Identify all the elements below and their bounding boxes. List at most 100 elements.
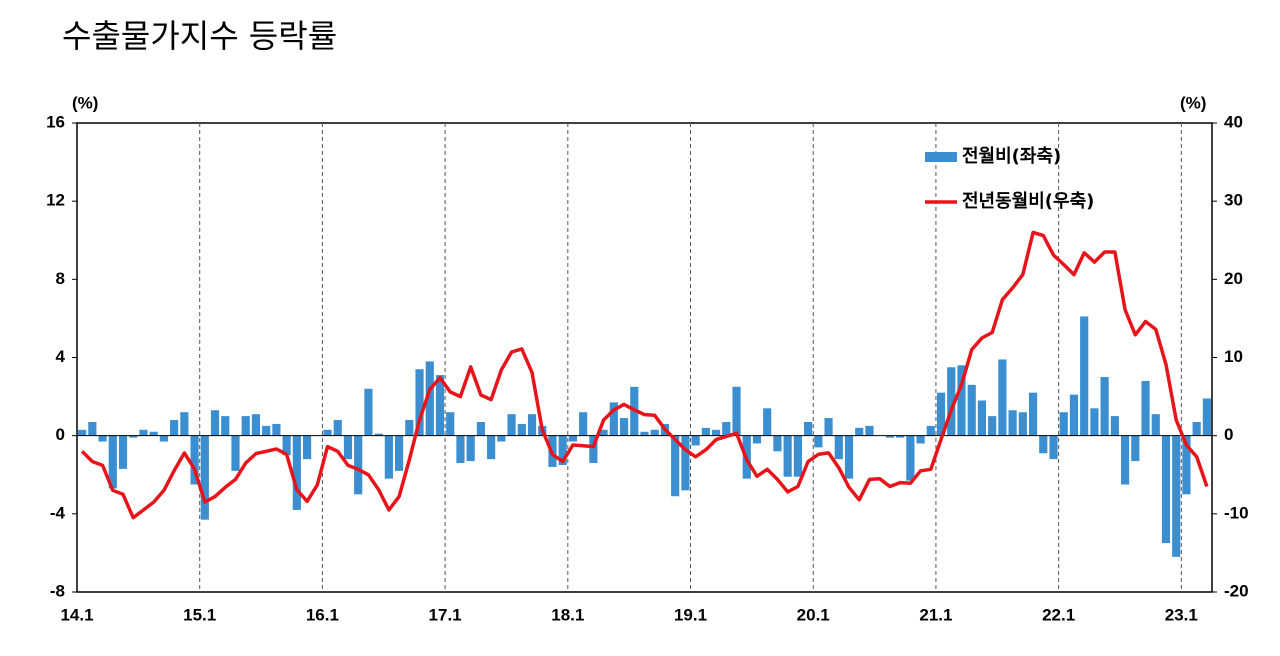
bar [1202, 398, 1211, 436]
bar [262, 425, 271, 436]
bar [364, 388, 373, 436]
x-tick-label: 15.1 [183, 605, 216, 624]
bar [844, 435, 854, 479]
bar [793, 435, 802, 477]
bar [1039, 435, 1048, 454]
bar [527, 414, 537, 436]
bar [599, 429, 608, 436]
bar [936, 392, 946, 436]
y-tick-label: 16 [46, 112, 65, 131]
bar [916, 435, 925, 444]
bar [722, 421, 731, 436]
bar [579, 412, 588, 436]
legend-swatch [925, 152, 957, 162]
bar [1080, 316, 1089, 436]
bar [783, 435, 792, 477]
bar [476, 421, 485, 436]
y2-tick-label: 0 [1224, 425, 1233, 444]
x-tick-label: 14.1 [60, 605, 93, 624]
bar [241, 416, 250, 436]
bar [1069, 394, 1079, 436]
bar [139, 429, 148, 436]
y2-tick-label: -20 [1224, 581, 1249, 600]
bar [1172, 435, 1181, 557]
bar [425, 361, 434, 436]
bar [568, 435, 578, 442]
bar [671, 435, 680, 497]
bar [1008, 410, 1017, 436]
bar [108, 435, 117, 489]
x-tick-label: 22.1 [1042, 605, 1075, 624]
y2-axis-label: (%) [1180, 93, 1206, 112]
bar [210, 410, 220, 436]
bar [395, 435, 404, 471]
bar [558, 435, 567, 465]
bar [333, 420, 342, 436]
bar [129, 435, 138, 438]
bar [814, 435, 823, 448]
chart-title: 수출물가지수 등락률 [62, 17, 337, 55]
bar [384, 435, 393, 479]
bar [517, 423, 526, 436]
bar [149, 431, 158, 436]
x-tick-label: 23.1 [1165, 605, 1198, 624]
y-tick-label: 4 [56, 347, 66, 366]
bar [1141, 380, 1150, 436]
y-tick-label: -8 [50, 581, 65, 600]
y-axis-label: (%) [72, 93, 98, 112]
bar [292, 435, 301, 510]
bar [231, 435, 240, 471]
x-tick-label: 20.1 [797, 605, 830, 624]
legend-label: 전월비(좌축) [962, 146, 1061, 167]
bar [701, 427, 710, 436]
bar [834, 435, 843, 460]
bar [487, 435, 496, 460]
bar [1018, 412, 1027, 436]
bar [824, 418, 833, 436]
bar [507, 414, 516, 436]
bar [896, 435, 905, 438]
y2-tick-label: 10 [1224, 347, 1243, 366]
x-tick-label: 16.1 [306, 605, 339, 624]
y2-tick-label: 40 [1224, 112, 1243, 131]
bar [1161, 435, 1171, 544]
bar [446, 412, 455, 436]
bar [98, 435, 107, 442]
bar [640, 431, 649, 436]
bar [170, 420, 179, 436]
bar [466, 435, 475, 462]
bar [456, 435, 465, 464]
bar [1182, 435, 1191, 495]
bar [200, 435, 209, 520]
y2-tick-label: -10 [1224, 503, 1249, 522]
y-tick-label: 12 [46, 191, 65, 210]
bar [650, 429, 659, 436]
y-tick-label: 8 [56, 269, 65, 288]
x-tick-label: 21.1 [919, 605, 952, 624]
bar [180, 412, 189, 436]
line [80, 230, 1209, 520]
x-tick-label: 17.1 [429, 605, 462, 624]
bar [221, 416, 230, 436]
bar [159, 435, 169, 442]
bar [1110, 416, 1119, 436]
bar [343, 435, 353, 460]
bar [1192, 421, 1201, 436]
bar [763, 408, 772, 436]
bar [272, 423, 281, 436]
bar [1028, 392, 1038, 436]
bar [1131, 435, 1140, 462]
bar [865, 425, 874, 436]
bar [282, 435, 291, 456]
bar [1090, 408, 1099, 436]
bar [415, 369, 424, 436]
bar [1059, 412, 1068, 436]
bar [1120, 435, 1130, 485]
bar [1151, 414, 1160, 436]
bar [998, 359, 1007, 436]
y-tick-label: 0 [56, 425, 65, 444]
bar [251, 414, 261, 436]
bar [88, 421, 97, 436]
bar [926, 425, 935, 436]
